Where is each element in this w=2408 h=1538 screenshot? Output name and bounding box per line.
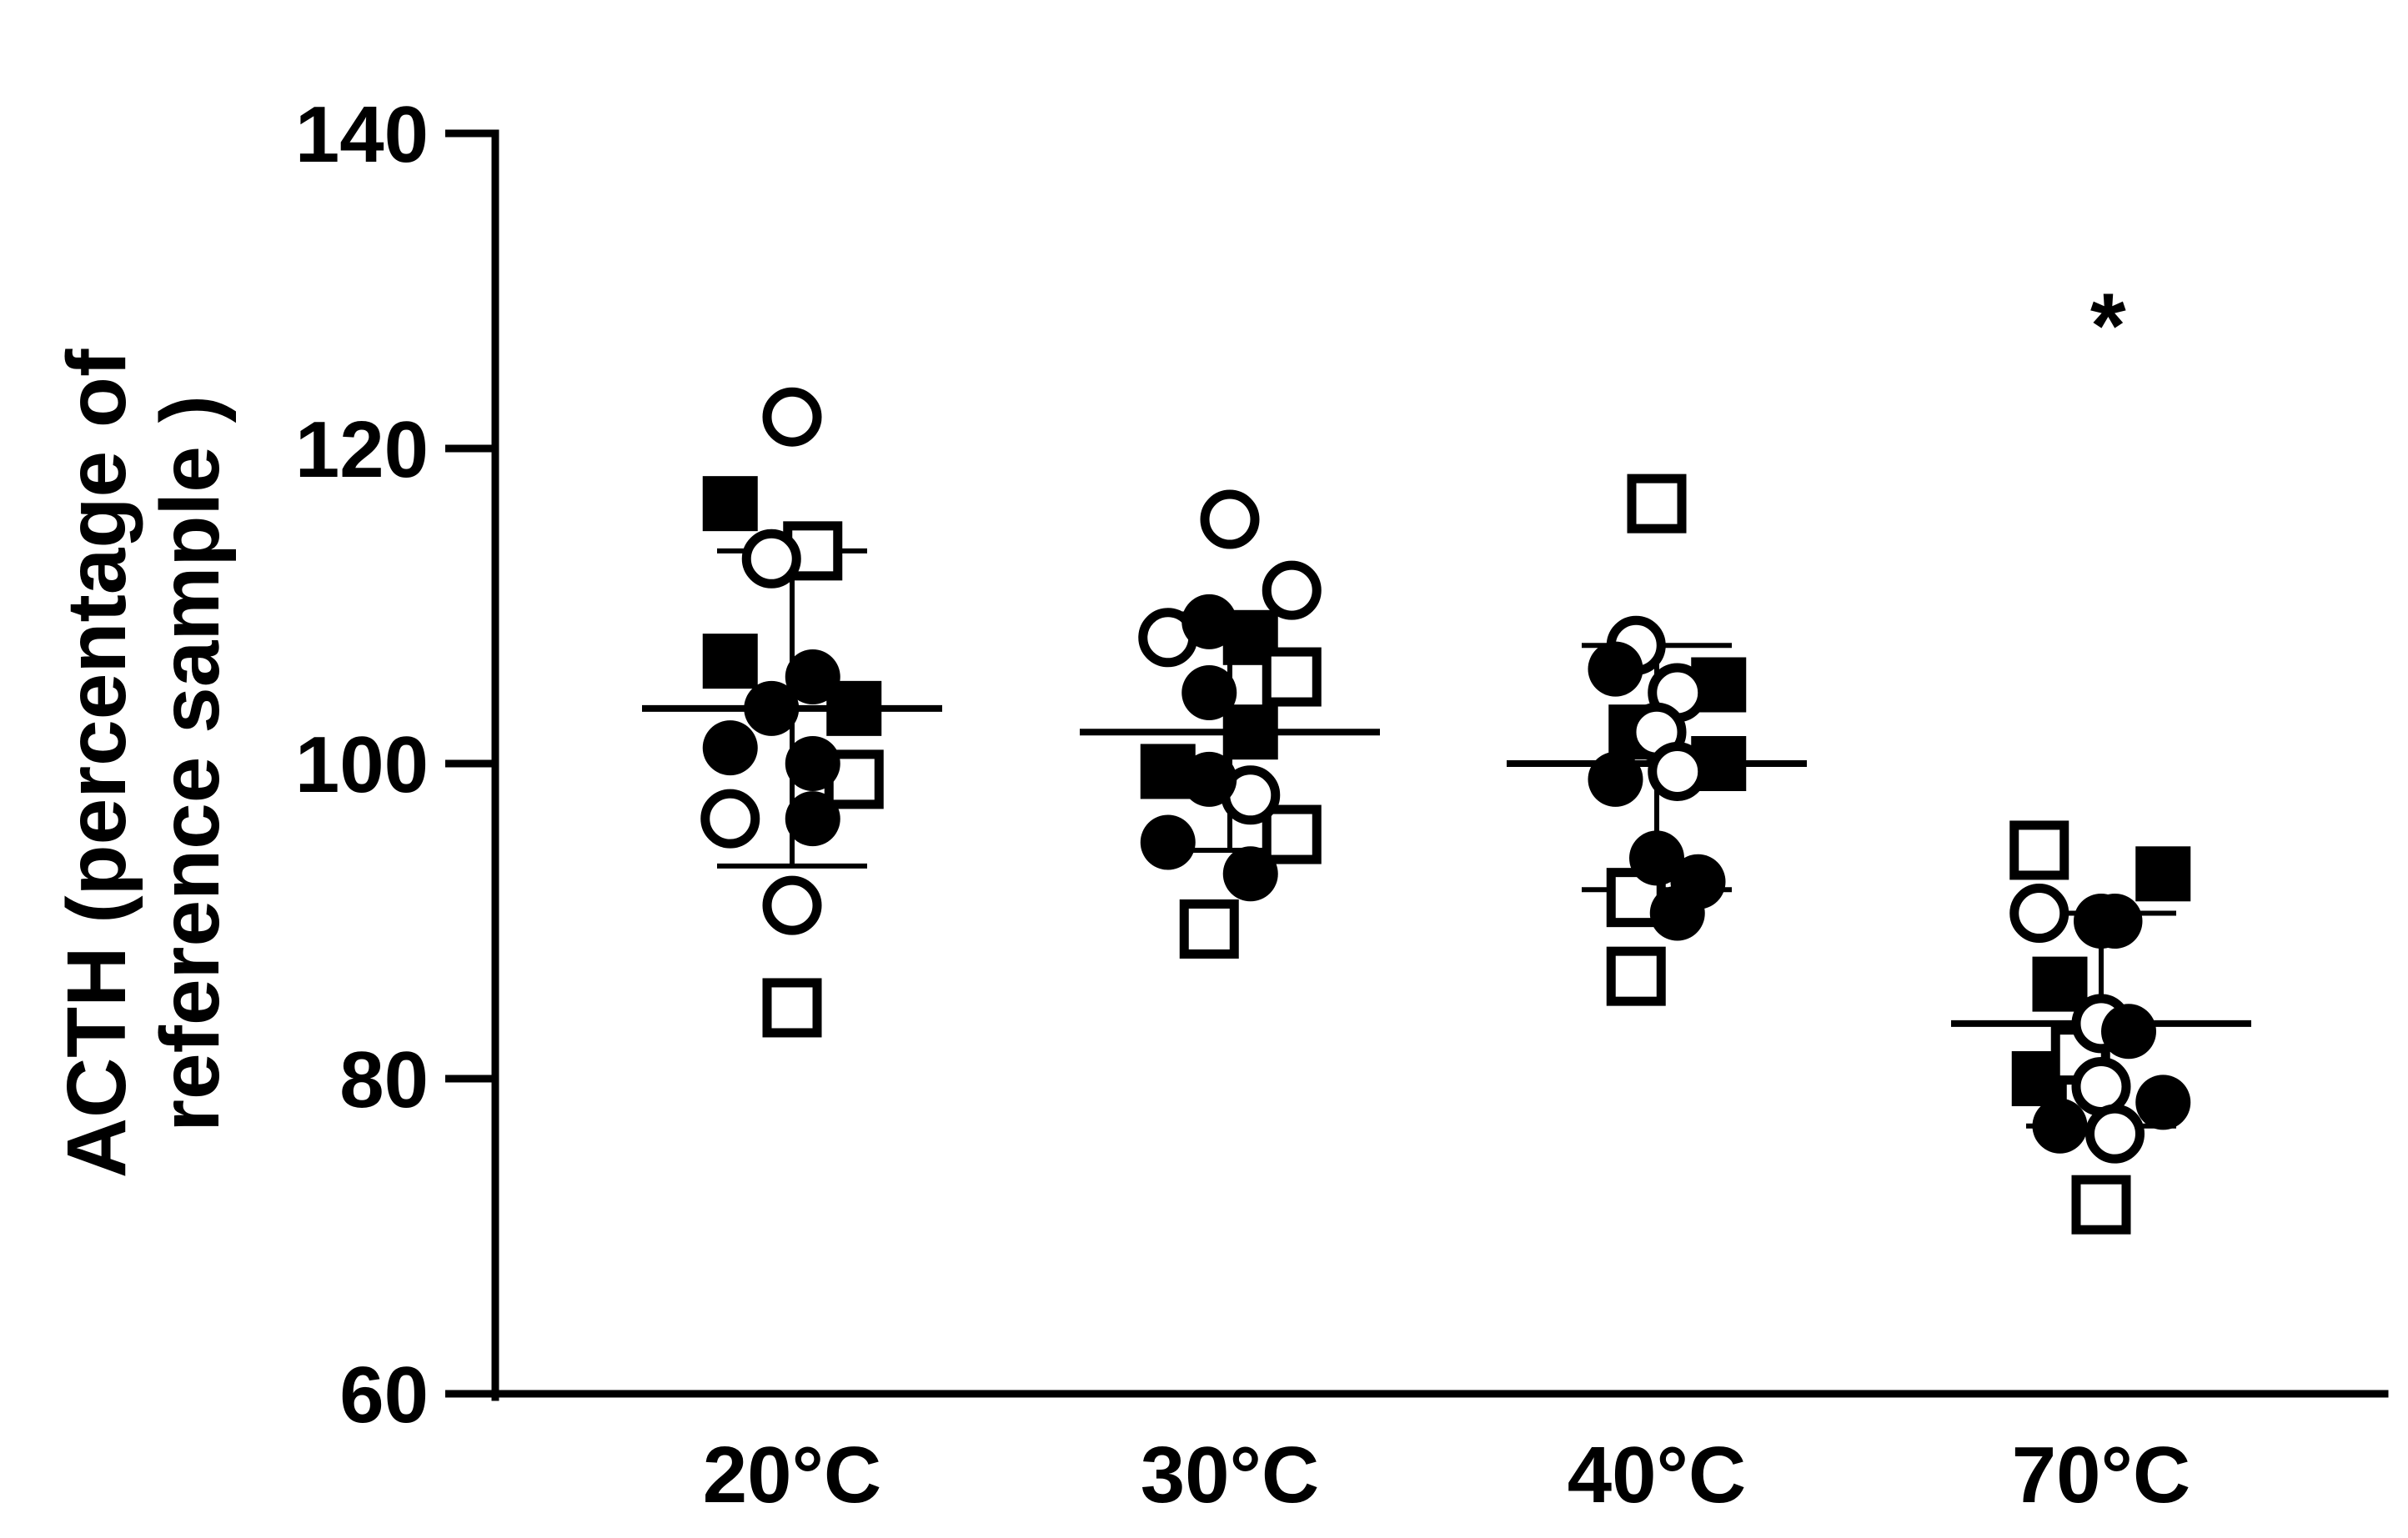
open-square-point [1627,473,1687,534]
filled-circle-point [1588,641,1643,697]
y-axis-title: ACTH (percentage ofreference sample ) [50,348,237,1178]
filled-circle-point [2135,1075,2191,1130]
open-square-point [2009,820,2069,880]
significance-asterisk: * [2090,274,2126,377]
open-square-point [1262,804,1322,864]
labels: 60 80 100 120 140 ACTH (percentage ofreferenc… [50,90,2190,1520]
filled-square-point [2135,846,2191,902]
filled-square-point [702,476,758,532]
data-points [700,387,2191,1235]
open-circle-point [2071,1056,2131,1116]
axes [445,129,2389,1401]
open-circle-point [1200,489,1260,549]
x-tick-label: 70°C [2012,1430,2191,1520]
open-circle-point [1262,560,1322,620]
open-square-point [1606,946,1666,1006]
filled-circle-point [1181,664,1237,720]
filled-square-point [702,634,758,689]
filled-circle-point [785,649,840,705]
open-circle-point [2009,884,2069,944]
filled-circle-point [1222,846,1278,902]
y-axis-title-line: ACTH (percentage of [50,348,143,1178]
y-tick-label: 100 [295,720,429,809]
x-tick-label: 40°C [1568,1430,1747,1520]
filled-circle-point [785,791,840,847]
filled-circle-point [702,720,758,776]
filled-circle-point [1181,594,1237,649]
filled-circle-point [744,680,800,736]
open-circle-point [762,875,822,935]
y-tick-label: 80 [339,1035,429,1125]
open-circle-point [762,387,822,447]
filled-circle-point [1629,830,1684,886]
filled-square-point [1222,704,1278,760]
filled-circle-point [2101,1004,2156,1060]
y-tick-label: 140 [295,90,429,179]
open-circle-point [700,789,760,849]
open-square-point [762,978,822,1038]
filled-circle-point [1140,814,1196,870]
filled-circle-point [785,736,840,791]
open-square-point [2071,1175,2131,1235]
filled-circle-point [1649,885,1705,941]
filled-circle-point [2032,1098,2088,1154]
open-square-point [1179,899,1239,959]
y-tick-label: 120 [295,405,429,494]
x-tick-label: 20°C [703,1430,882,1520]
x-tick-label: 30°C [1141,1430,1320,1520]
open-circle-point [2085,1104,2145,1164]
filled-circle-point [1181,751,1237,807]
open-circle-point [1648,741,1708,801]
filled-circle-point [1588,751,1643,807]
open-circle-point [741,529,801,589]
y-tick-label: 60 [339,1350,429,1440]
filled-circle-point [2087,894,2143,949]
open-square-point [1262,647,1322,707]
filled-square-point [2032,956,2088,1012]
y-axis-title-line: reference sample ) [143,395,237,1132]
